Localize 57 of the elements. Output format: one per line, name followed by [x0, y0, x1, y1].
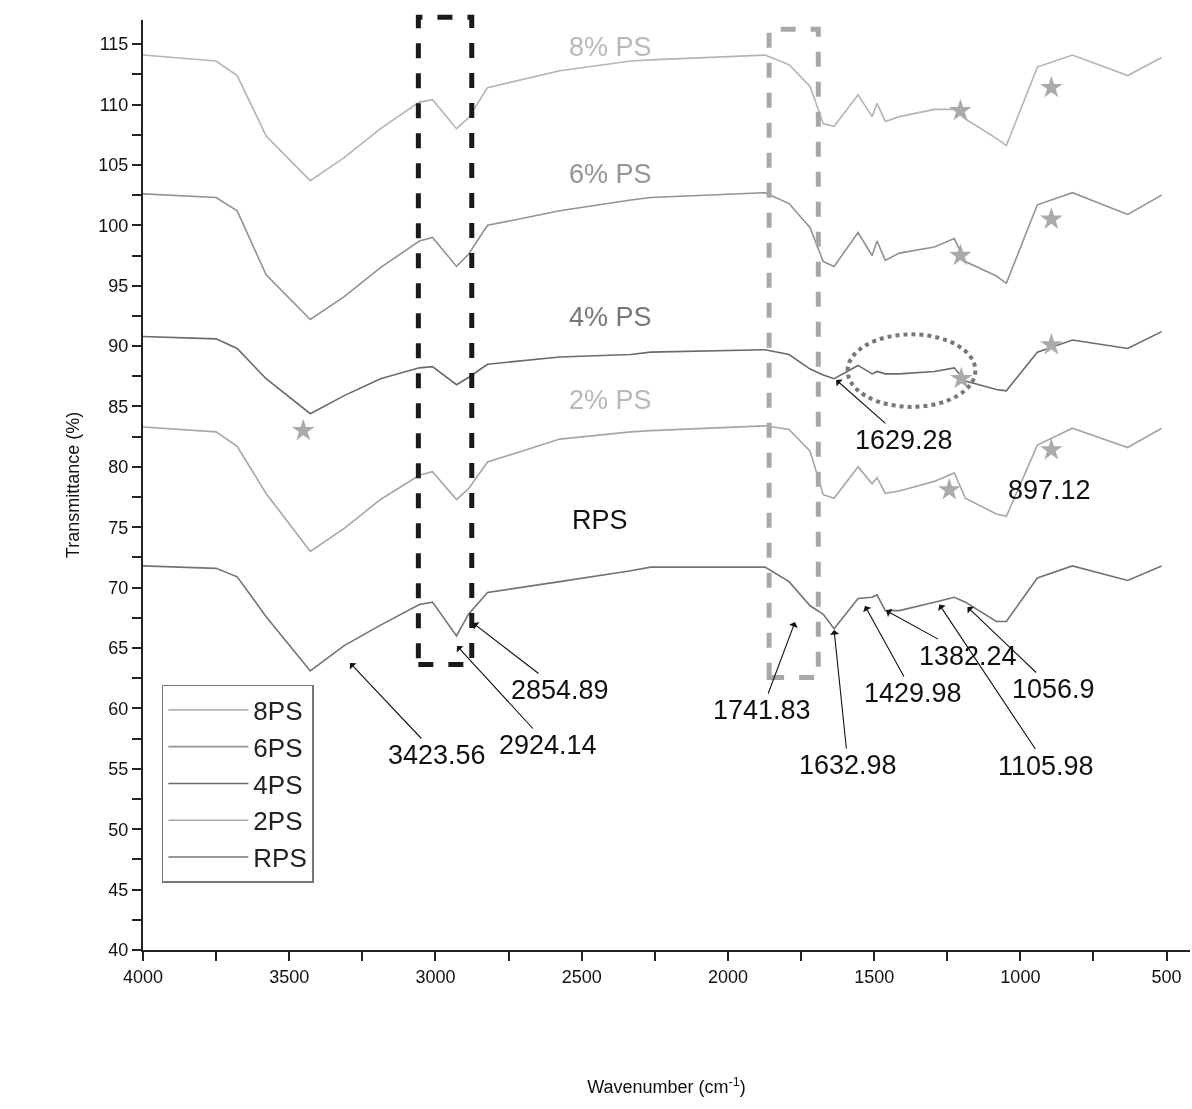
annotation: 2924.14 — [499, 730, 597, 760]
y-tick-label: 50 — [108, 819, 129, 840]
x-tick-label: 3000 — [415, 966, 456, 987]
annotation: 6% PS — [569, 159, 652, 189]
line-series — [143, 565, 1163, 672]
point — [949, 98, 972, 121]
y-tick-label: 100 — [98, 215, 129, 236]
x-tick-label: 3500 — [269, 966, 310, 987]
point — [949, 366, 973, 389]
annotation: 2% PS — [569, 385, 652, 415]
annotation: 1105.98 — [998, 751, 1094, 781]
legend-label: 6PS — [253, 732, 303, 763]
point — [1040, 207, 1063, 229]
annotation: 2854.89 — [511, 675, 609, 705]
y-tick-label: 60 — [108, 698, 129, 719]
point — [1040, 333, 1063, 355]
line-series — [143, 330, 1163, 415]
annotation: RPS — [572, 505, 628, 535]
annotation: 4% PS — [569, 302, 652, 332]
y-tick-label: 90 — [108, 336, 129, 357]
y-axis-title: Transmittance (%) — [63, 411, 84, 559]
y-tick-label: 65 — [108, 638, 129, 659]
x-tick-label: 2500 — [561, 966, 602, 987]
legend-label: 2PS — [253, 806, 303, 837]
x-tick-label: 1500 — [854, 966, 895, 987]
legend-label: 8PS — [253, 695, 303, 726]
point — [1040, 438, 1063, 460]
point — [937, 477, 961, 500]
y-tick-label: 110 — [99, 94, 129, 115]
y-tick-label: 115 — [99, 34, 129, 55]
y-tick-label: 85 — [108, 396, 129, 417]
annotation: 1429.98 — [864, 678, 962, 708]
legend-label: 4PS — [253, 769, 303, 800]
point — [291, 418, 315, 441]
x-axis-title: Wavenumber (cm$^{-1}$) — [587, 1074, 746, 1098]
annotation: 1056.9 — [1012, 674, 1095, 704]
y-tick-label: 95 — [108, 276, 129, 297]
x-tick-label: 500 — [1151, 966, 1182, 987]
x-tick-label: 2000 — [707, 966, 748, 987]
y-tick-label: 40 — [108, 940, 129, 961]
x-tick-label: 4000 — [122, 966, 164, 987]
y-tick-label: 45 — [108, 879, 129, 900]
y-tick-label: 70 — [108, 577, 129, 598]
point — [1040, 75, 1063, 98]
annotation: 8% PS — [569, 32, 652, 62]
x-tick-label: 1000 — [1000, 966, 1041, 987]
annotation: 1741.83 — [713, 695, 811, 725]
y-tick-label: 80 — [108, 457, 129, 478]
legend-label: RPS — [253, 843, 307, 874]
point — [949, 243, 972, 266]
annotation: 1629.28 — [855, 425, 953, 455]
y-tick-label: 75 — [108, 517, 129, 538]
y-tick-label: 55 — [108, 759, 129, 780]
annotation: 897.12 — [1008, 475, 1091, 505]
y-tick-label: 105 — [98, 155, 129, 176]
annotation: 1632.98 — [799, 750, 897, 780]
annotation: 3423.56 — [388, 740, 486, 770]
